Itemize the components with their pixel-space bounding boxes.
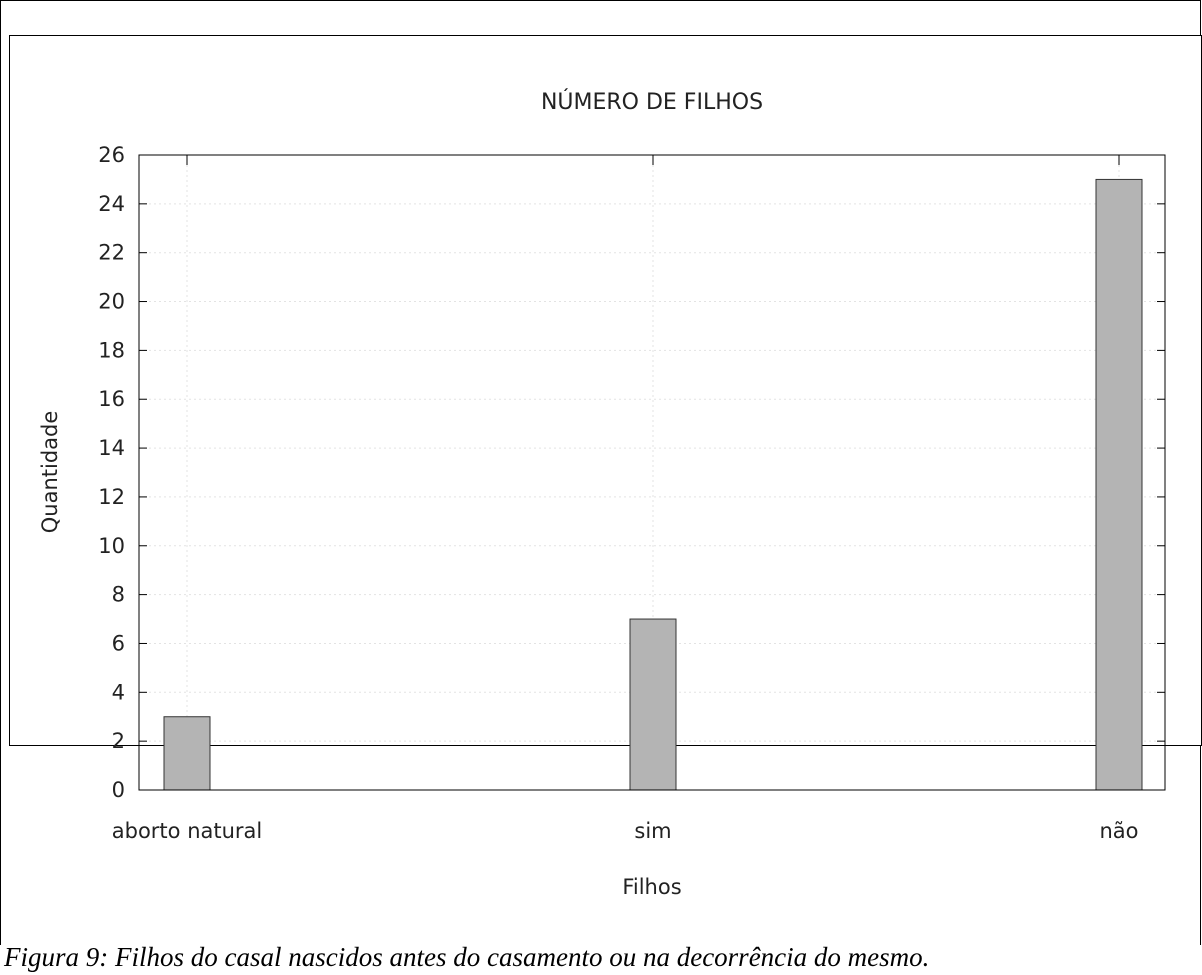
chart-title: NÚMERO DE FILHOS bbox=[541, 89, 763, 115]
y-tick-label: 20 bbox=[98, 290, 125, 314]
y-axis-label: Quantidade bbox=[38, 411, 62, 534]
x-axis-ticks: aborto natural sim não bbox=[112, 155, 1139, 843]
x-tick-label: aborto natural bbox=[112, 819, 263, 843]
bar-chart: NÚMERO DE FILHOS 02468101214161820222426… bbox=[38, 89, 1166, 899]
x-tick-label: sim bbox=[634, 819, 671, 843]
y-tick-label: 12 bbox=[98, 485, 125, 509]
bar bbox=[629, 618, 677, 791]
y-tick-label: 24 bbox=[98, 192, 125, 216]
y-tick-label: 26 bbox=[98, 143, 125, 167]
y-tick-label: 8 bbox=[112, 583, 125, 607]
y-tick-label: 4 bbox=[112, 680, 125, 704]
plot-area-border bbox=[138, 154, 1166, 791]
figure-caption: Figura 9: Filhos do casal nascidos antes… bbox=[4, 942, 930, 972]
y-tick-label: 2 bbox=[112, 729, 125, 753]
x-tick-label: não bbox=[1099, 819, 1138, 843]
chart-frame bbox=[9, 35, 1202, 746]
bar bbox=[163, 716, 211, 791]
y-tick-label: 22 bbox=[98, 241, 125, 265]
y-tick-label: 18 bbox=[98, 338, 125, 362]
bar bbox=[1095, 178, 1143, 791]
y-tick-label: 0 bbox=[112, 778, 125, 802]
y-tick-label: 14 bbox=[98, 436, 125, 460]
y-tick-label: 16 bbox=[98, 387, 125, 411]
y-tick-label: 10 bbox=[98, 534, 125, 558]
grid-lines bbox=[139, 155, 1165, 790]
y-tick-label: 6 bbox=[112, 631, 125, 655]
x-axis-label: Filhos bbox=[622, 875, 681, 899]
